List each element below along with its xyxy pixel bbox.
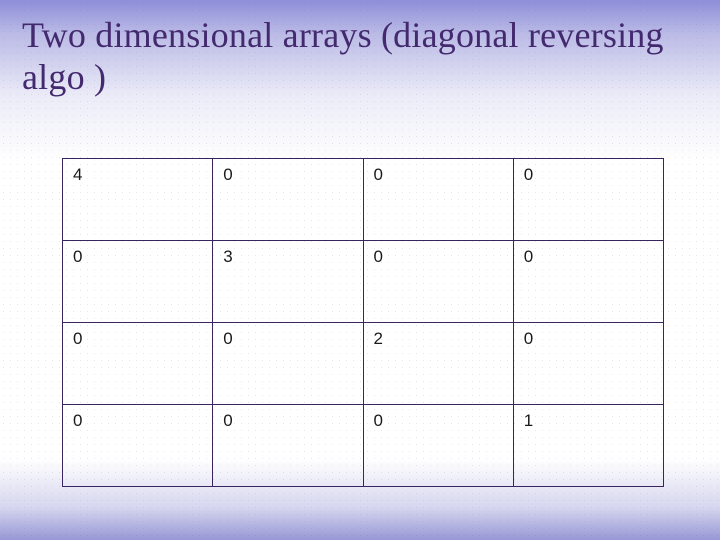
matrix-cell: 0 xyxy=(63,323,213,405)
matrix-cell: 2 xyxy=(363,323,513,405)
table-row: 0 3 0 0 xyxy=(63,241,664,323)
matrix-cell: 0 xyxy=(363,241,513,323)
matrix-cell: 1 xyxy=(513,405,663,487)
matrix-cell: 0 xyxy=(363,159,513,241)
matrix-cell: 0 xyxy=(213,405,363,487)
table-row: 0 0 0 1 xyxy=(63,405,664,487)
matrix-cell: 0 xyxy=(513,241,663,323)
matrix-cell: 3 xyxy=(213,241,363,323)
matrix-cell: 0 xyxy=(213,159,363,241)
matrix-table: 4 0 0 0 0 3 0 0 0 0 2 0 0 0 0 1 xyxy=(62,158,664,487)
matrix-cell: 0 xyxy=(513,323,663,405)
matrix-cell: 0 xyxy=(513,159,663,241)
table-row: 0 0 2 0 xyxy=(63,323,664,405)
matrix-cell: 4 xyxy=(63,159,213,241)
matrix-cell: 0 xyxy=(213,323,363,405)
matrix-cell: 0 xyxy=(63,241,213,323)
slide: Two dimensional arrays (diagonal reversi… xyxy=(0,0,720,540)
matrix-cell: 0 xyxy=(63,405,213,487)
matrix-cell: 0 xyxy=(363,405,513,487)
slide-title: Two dimensional arrays (diagonal reversi… xyxy=(22,14,690,99)
table-row: 4 0 0 0 xyxy=(63,159,664,241)
